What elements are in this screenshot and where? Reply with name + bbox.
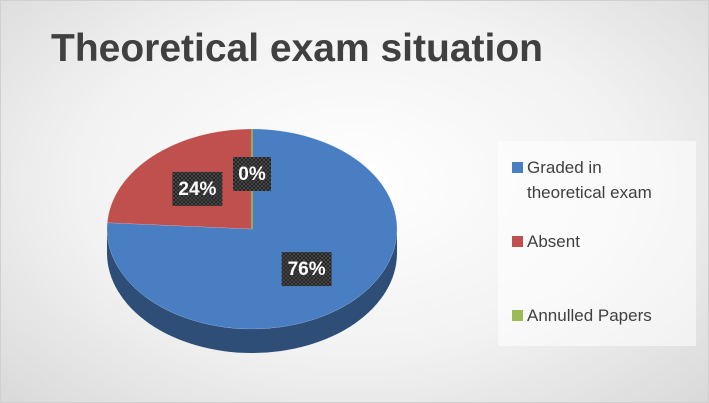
- legend-swatch: [512, 162, 523, 173]
- pie-side: [107, 229, 397, 353]
- legend-label: Absent: [527, 232, 580, 251]
- legend-label: Graded in theoretical exam: [527, 158, 652, 202]
- legend: Graded in theoretical exam Absent Annulled…: [498, 141, 696, 346]
- data-label-box: [281, 252, 332, 287]
- data-label: 76%: [288, 259, 326, 280]
- legend-item: Graded in theoretical exam: [512, 155, 692, 205]
- data-label-box: [172, 171, 223, 206]
- data-label-box: [233, 157, 271, 191]
- chart-title: Theoretical exam situation: [51, 27, 543, 70]
- legend-swatch: [512, 236, 523, 247]
- data-label: 24%: [178, 179, 216, 200]
- data-label: 0%: [238, 164, 266, 185]
- legend-swatch: [512, 310, 523, 321]
- legend-item: Annulled Papers: [512, 303, 692, 328]
- legend-label: Annulled Papers: [527, 306, 652, 325]
- legend-item: Absent: [512, 229, 692, 254]
